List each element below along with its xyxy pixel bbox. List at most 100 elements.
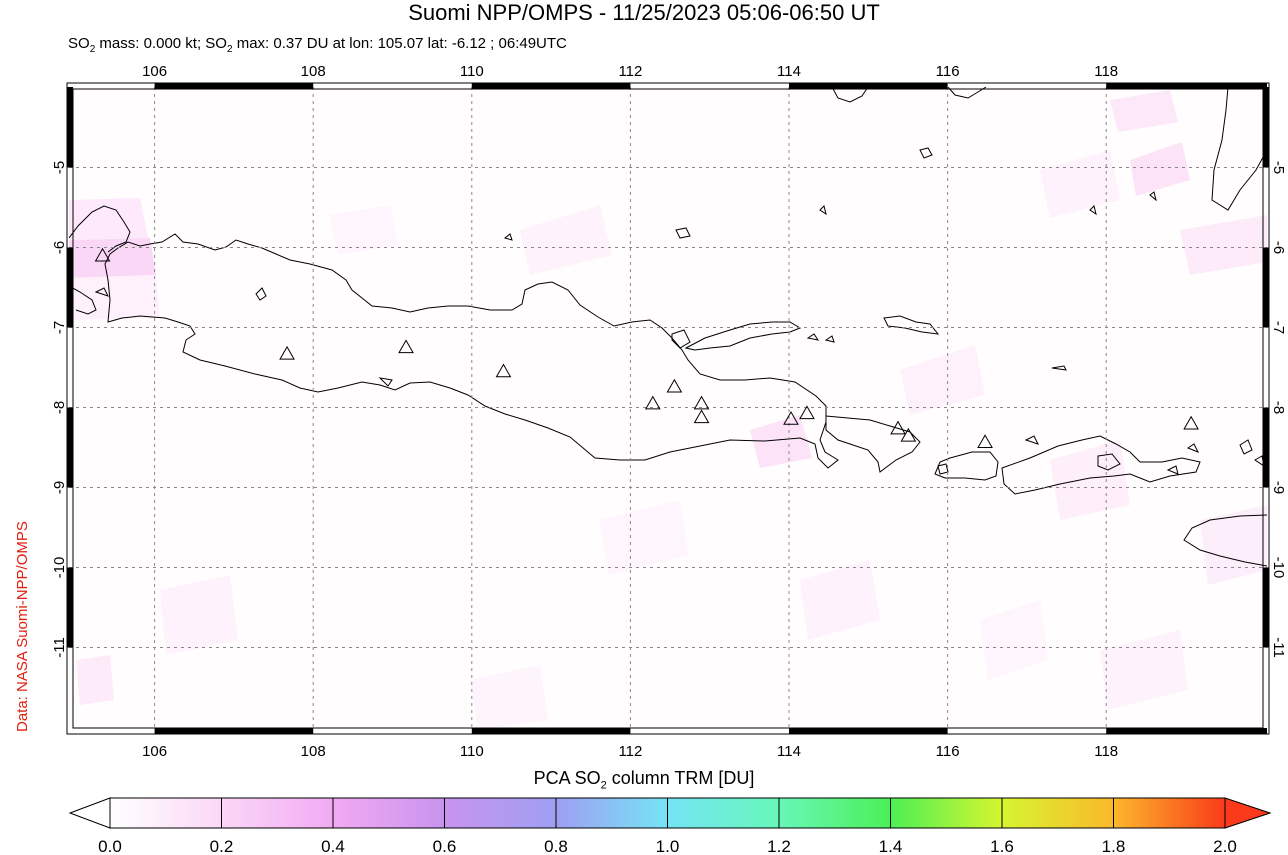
lon-label-bottom: 112 [618,743,642,760]
subtitle-prefix: SO [68,35,90,52]
lon-label-bottom: 116 [936,743,960,760]
lat-label-left: -8 [51,401,68,414]
lat-label-right: -6 [1270,241,1287,254]
bali-coastline [825,415,921,473]
sumba-coastline [1183,514,1267,567]
sumatra-coastline [69,205,131,253]
colorbar-tick-label: 0.4 [321,837,345,855]
so2-pixel [76,655,114,705]
colorbar-tick-label: 0.2 [210,837,234,855]
so2-pixel [160,575,238,655]
so2-pixel [750,415,812,468]
jakarta-bay-islets [671,329,691,349]
lat-label-right: -5 [1270,161,1287,174]
lat-labels-left: -5 -6 -7 -8 -9 -10 -11 [51,161,68,658]
so2-pixel [600,500,688,575]
lon-label-top: 118 [1094,63,1118,80]
map-frame [66,82,1270,735]
so2-pixel [1180,215,1267,275]
colorbar: 0.0 0.2 0.4 0.6 0.8 1.0 1.2 1.4 1.6 1.8 2.0 [68,797,1272,855]
lombok-coastline [934,451,999,481]
sumatra-south-coastline [69,285,97,315]
volcano-marker [666,378,683,393]
lat-label-left: -11 [51,637,68,658]
lon-label-top: 108 [301,63,326,80]
kangean-coastline [883,315,940,335]
frame-inner-outline [72,88,1264,729]
volcano-marker [783,410,799,425]
borneo-coastline [831,87,869,103]
so2-pixel [1100,630,1188,710]
colorbar-tick-label: 2.0 [1213,837,1237,855]
colorbar-title-suffix: column TRM [DU] [606,768,755,788]
lat-label-right: -7 [1270,321,1287,334]
so2-pixel [520,205,612,275]
volcano-marker [890,420,906,435]
colorbar-title-subscript: 2 [600,779,607,792]
colorbar-tick-label: 1.8 [1102,837,1126,855]
volcano-marker [799,405,815,420]
sumbawa-coastline [1001,435,1201,495]
volcano-marker [495,363,512,378]
colorbar-ticks: 0.0 0.2 0.4 0.6 0.8 1.0 1.2 1.4 1.6 1.8 2.0 [98,798,1237,855]
so2-pixel [330,205,398,255]
lon-label-top: 106 [142,63,167,80]
lon-label-top: 114 [777,63,801,80]
subtitle-mass-text: mass: 0.000 kt; SO [95,35,227,52]
colorbar-tick-label: 0.0 [98,837,122,855]
lon-label-top: 112 [618,63,642,80]
volcano-marker [977,434,993,449]
lat-label-right: -11 [1270,637,1287,658]
lat-label-left: -6 [51,241,68,254]
lat-label-right: -9 [1270,481,1287,494]
colorbar-tick-label: 1.6 [990,837,1014,855]
lon-label-bottom: 118 [1094,743,1118,760]
lat-label-left: -5 [51,161,68,174]
lon-labels-top: 106 108 110 112 114 116 118 [142,63,1118,80]
so2-pixel [900,345,985,415]
so2-pixel [1110,90,1178,132]
lon-label-top: 116 [936,63,960,80]
volcano-marker [398,339,414,354]
so2-pixel [69,198,148,240]
colorbar-tick-label: 1.0 [656,837,680,855]
bawean-coastline [675,227,691,239]
so2-pixel [1050,440,1130,520]
grid-lines [69,87,1267,730]
karimunjawa-coastline [255,287,267,301]
lat-label-left: -10 [51,557,68,579]
lat-label-left: -9 [51,481,68,494]
flores-coastline [1211,87,1267,211]
coastlines [69,87,1267,567]
lon-label-bottom: 108 [301,743,326,760]
colorbar-tick-label: 0.6 [433,837,457,855]
volcano-marker [94,247,111,262]
volcano-marker [279,345,295,360]
so2-pixel [69,275,160,320]
lat-label-right: -10 [1270,557,1287,579]
map-subtitle: SO2 mass: 0.000 kt; SO2 max: 0.37 DU at … [68,35,567,59]
colorbar-max-arrow [1224,797,1272,829]
so2-pixel [470,665,548,730]
sumbawa-bay [1097,453,1121,471]
volcano-marker [644,395,661,410]
colorbar-title: PCA SO2 column TRM [DU] [0,768,1288,792]
volcano-marker [1183,415,1199,430]
madura-coastline [684,321,802,351]
so2-pixel [980,600,1048,680]
lat-label-right: -8 [1270,401,1287,414]
volcano-marker [693,409,710,424]
frame-outline [66,82,1270,735]
colorbar-title-prefix: PCA SO [533,768,601,788]
subtitle-subscript-2: 2 [226,44,233,55]
sulawesi-coastline [947,87,987,99]
volcano-marker [693,395,710,410]
subtitle-max-text: max: 0.37 DU at lon: 105.07 lat: -6.12 ;… [232,35,567,52]
lon-label-bottom: 110 [460,743,484,760]
colorbar-tick-label: 0.8 [544,837,568,855]
so2-pixel [1200,505,1267,585]
map-title: Suomi NPP/OMPS - 11/25/2023 05:06-06:50 … [408,0,880,25]
lat-labels-right: -5 -6 -7 -8 -9 -10 -11 [1270,161,1287,658]
colorbar-tick-label: 1.4 [879,837,903,855]
